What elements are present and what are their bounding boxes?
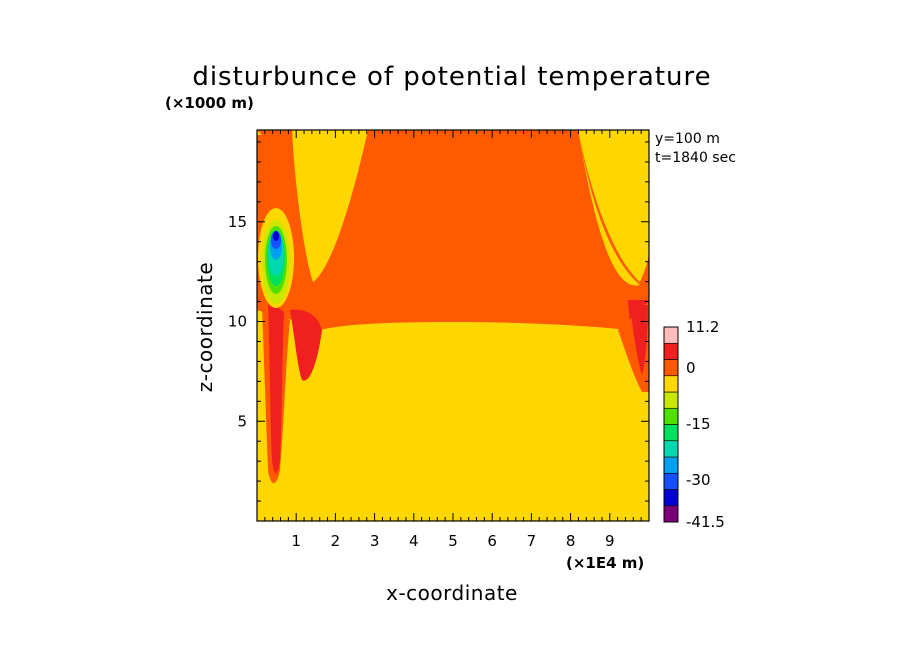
contour-field	[257, 130, 649, 521]
cb-label-m30: -30	[686, 471, 711, 489]
left-yellow-column	[257, 130, 262, 135]
y-axis-label: z-coordinate	[193, 262, 217, 392]
colorbar-band	[663, 456, 679, 474]
x-tick-label: 6	[487, 532, 497, 550]
x-unit-label: (×1E4 m)	[566, 554, 644, 572]
info-y: y=100 m	[655, 131, 720, 147]
y-unit-label: (×1000 m)	[165, 94, 254, 112]
colorbar-band	[663, 326, 679, 344]
x-tick-label: 8	[566, 532, 576, 550]
y-tick-label: 10	[228, 313, 247, 331]
colorbar-band	[663, 342, 679, 360]
cb-label-m15: -15	[686, 415, 711, 433]
x-tick-label: 3	[370, 532, 380, 550]
y-tick-label: 5	[237, 412, 247, 430]
y-tick-label: 15	[228, 213, 247, 231]
colorbar-frame	[663, 326, 679, 523]
x-tick-label: 5	[448, 532, 458, 550]
colorbar-band	[663, 375, 679, 393]
warm-core-left	[268, 300, 284, 474]
warm-core-left-lobe	[290, 309, 322, 381]
colorbar-band	[663, 391, 679, 409]
cb-label-max: 11.2	[686, 318, 719, 336]
colorbar-band	[663, 407, 679, 425]
x-tick-label: 1	[291, 532, 301, 550]
cb-label-min: -41.5	[686, 513, 725, 531]
cold-anomaly	[258, 208, 294, 308]
upper-left-yellow	[292, 130, 368, 282]
y-axis-ticks: 5 10 15	[228, 141, 649, 502]
colorbar-band	[663, 472, 679, 490]
colorbar-band	[663, 489, 679, 507]
colorbar-band	[663, 424, 679, 442]
x-tick-label: 9	[605, 532, 615, 550]
colorbar-band	[663, 440, 679, 458]
info-t: t=1840 sec	[655, 150, 736, 166]
colorbar-band	[663, 359, 679, 377]
upper-right-yellow	[578, 130, 649, 282]
x-axis-ticks: 1 2 3 4 5 6 7 8 9	[264, 130, 650, 550]
x-tick-label: 2	[331, 532, 341, 550]
x-tick-label: 7	[527, 532, 537, 550]
chart-title: disturbunce of potential temperature	[192, 62, 711, 92]
cb-label-zero: 0	[686, 359, 696, 377]
warm-core-right-inner	[630, 305, 648, 375]
x-axis-label: x-coordinate	[386, 581, 518, 605]
x-tick-label: 4	[409, 532, 419, 550]
colorbar	[663, 326, 679, 523]
colorbar-band	[663, 505, 679, 523]
